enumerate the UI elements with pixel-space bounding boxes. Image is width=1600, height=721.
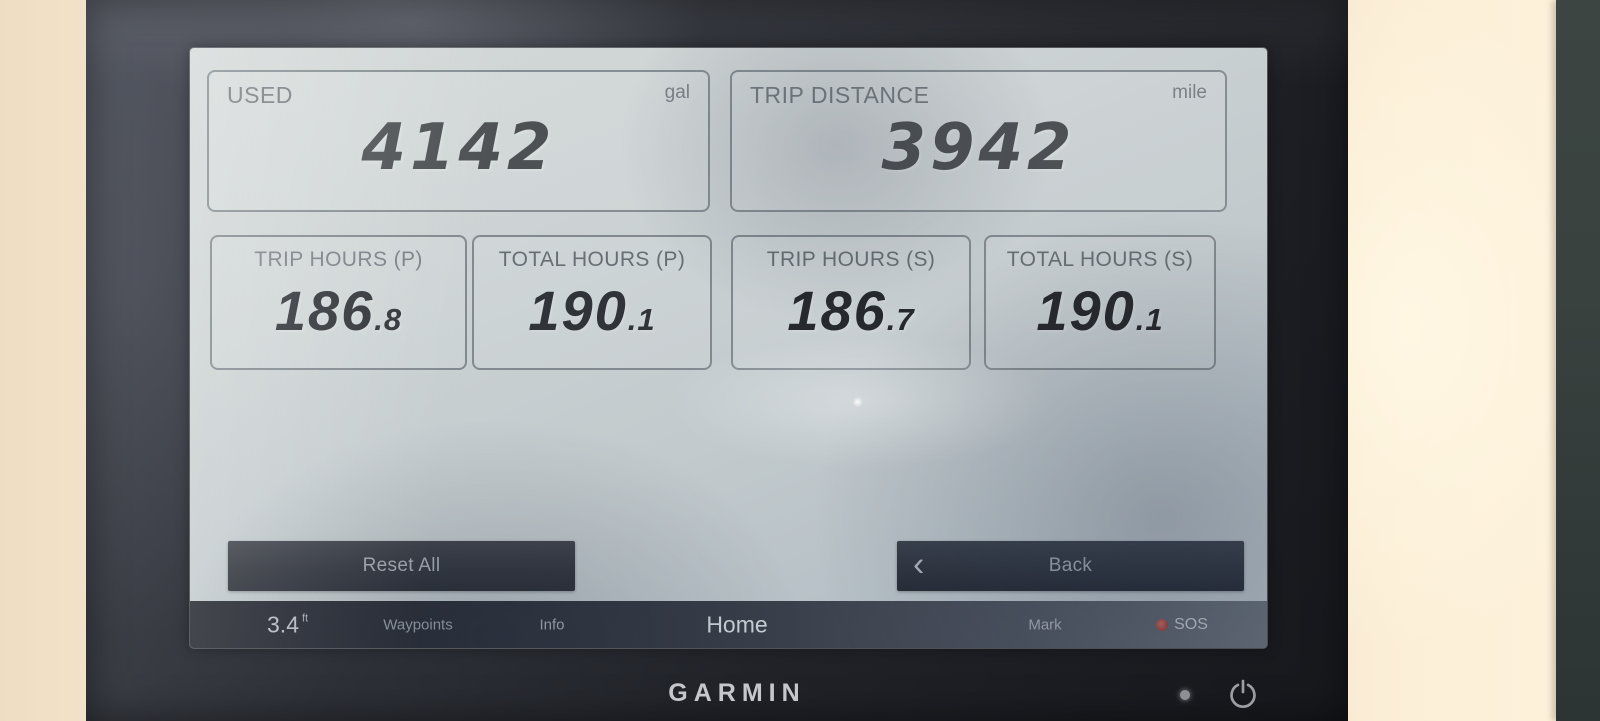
value-int: 186 xyxy=(274,279,375,342)
value-decimal: .7 xyxy=(886,302,915,337)
gauge-fuel-used: USED gal 4142 xyxy=(207,70,710,212)
statusbar-item-mark[interactable]: Mark xyxy=(1028,616,1062,633)
value-decimal: .8 xyxy=(374,302,403,337)
chevron-left-icon: ‹ xyxy=(913,545,925,584)
gauge-total-hours-port: TOTAL HOURS (P) 190.1 xyxy=(472,235,712,370)
value-int: 190 xyxy=(1036,279,1136,342)
reset-all-button[interactable]: Reset All xyxy=(228,541,575,591)
gauge-value: 186.8 xyxy=(275,278,402,344)
sos-label: SOS xyxy=(1174,615,1208,633)
depth-unit: ft xyxy=(301,612,309,624)
garmin-logo: GARMIN xyxy=(668,679,806,707)
gauge-label: TOTAL HOURS (P) xyxy=(498,248,686,271)
gauge-label: TRIP HOURS (P) xyxy=(254,248,423,271)
statusbar-item-info[interactable]: Info xyxy=(539,616,565,633)
value-decimal: .1 xyxy=(1135,302,1164,337)
gauge-value: 190.1 xyxy=(1036,278,1163,344)
gauge-label: USED xyxy=(227,82,293,108)
gauge-label: TRIP HOURS (S) xyxy=(766,248,936,271)
sos-button[interactable]: SOS xyxy=(1156,616,1208,634)
sos-dot-icon xyxy=(1156,618,1169,631)
gauge-unit: mile xyxy=(1172,82,1207,103)
gauge-trip-hours-starboard: TRIP HOURS (S) 186.7 xyxy=(731,235,971,370)
statusbar-item-home[interactable]: Home xyxy=(706,611,768,637)
reset-all-label: Reset All xyxy=(362,555,441,576)
power-icon xyxy=(1230,679,1256,709)
statusbar-item-waypoints[interactable]: Waypoints xyxy=(383,616,453,633)
gauge-label: TOTAL HOURS (S) xyxy=(1006,248,1194,271)
gauge-label: TRIP DISTANCE xyxy=(750,82,930,108)
value-int: 190 xyxy=(528,279,628,342)
gauge-total-hours-starboard: TOTAL HOURS (S) 190.1 xyxy=(984,235,1216,370)
depth-readout: 3.4 ft xyxy=(267,611,311,638)
back-button[interactable]: ‹ Back xyxy=(897,541,1244,591)
value-int: 186 xyxy=(787,279,887,342)
gauge-value: 3942 xyxy=(881,111,1076,185)
right-edge-strip xyxy=(1556,0,1600,721)
status-led-dot xyxy=(1180,690,1190,700)
gauge-trip-hours-port: TRIP HOURS (P) 186.8 xyxy=(210,235,467,370)
gauge-value: 186.7 xyxy=(787,278,914,344)
status-bar: 3.4 ft Waypoints Info Home Mark SOS xyxy=(190,601,1267,648)
value-decimal: .1 xyxy=(627,302,656,337)
back-label: Back xyxy=(1048,555,1093,576)
power-button[interactable] xyxy=(1227,678,1259,710)
gauge-unit: gal xyxy=(664,82,690,103)
gauge-trip-distance: TRIP DISTANCE mile 3942 xyxy=(730,70,1227,212)
gauge-value: 4142 xyxy=(361,111,556,185)
chartplotter-screen: USED gal 4142 TRIP DISTANCE mile 3942 TR… xyxy=(190,48,1267,648)
depth-value: 3.4 xyxy=(267,611,299,637)
gauge-value: 190.1 xyxy=(528,278,655,344)
